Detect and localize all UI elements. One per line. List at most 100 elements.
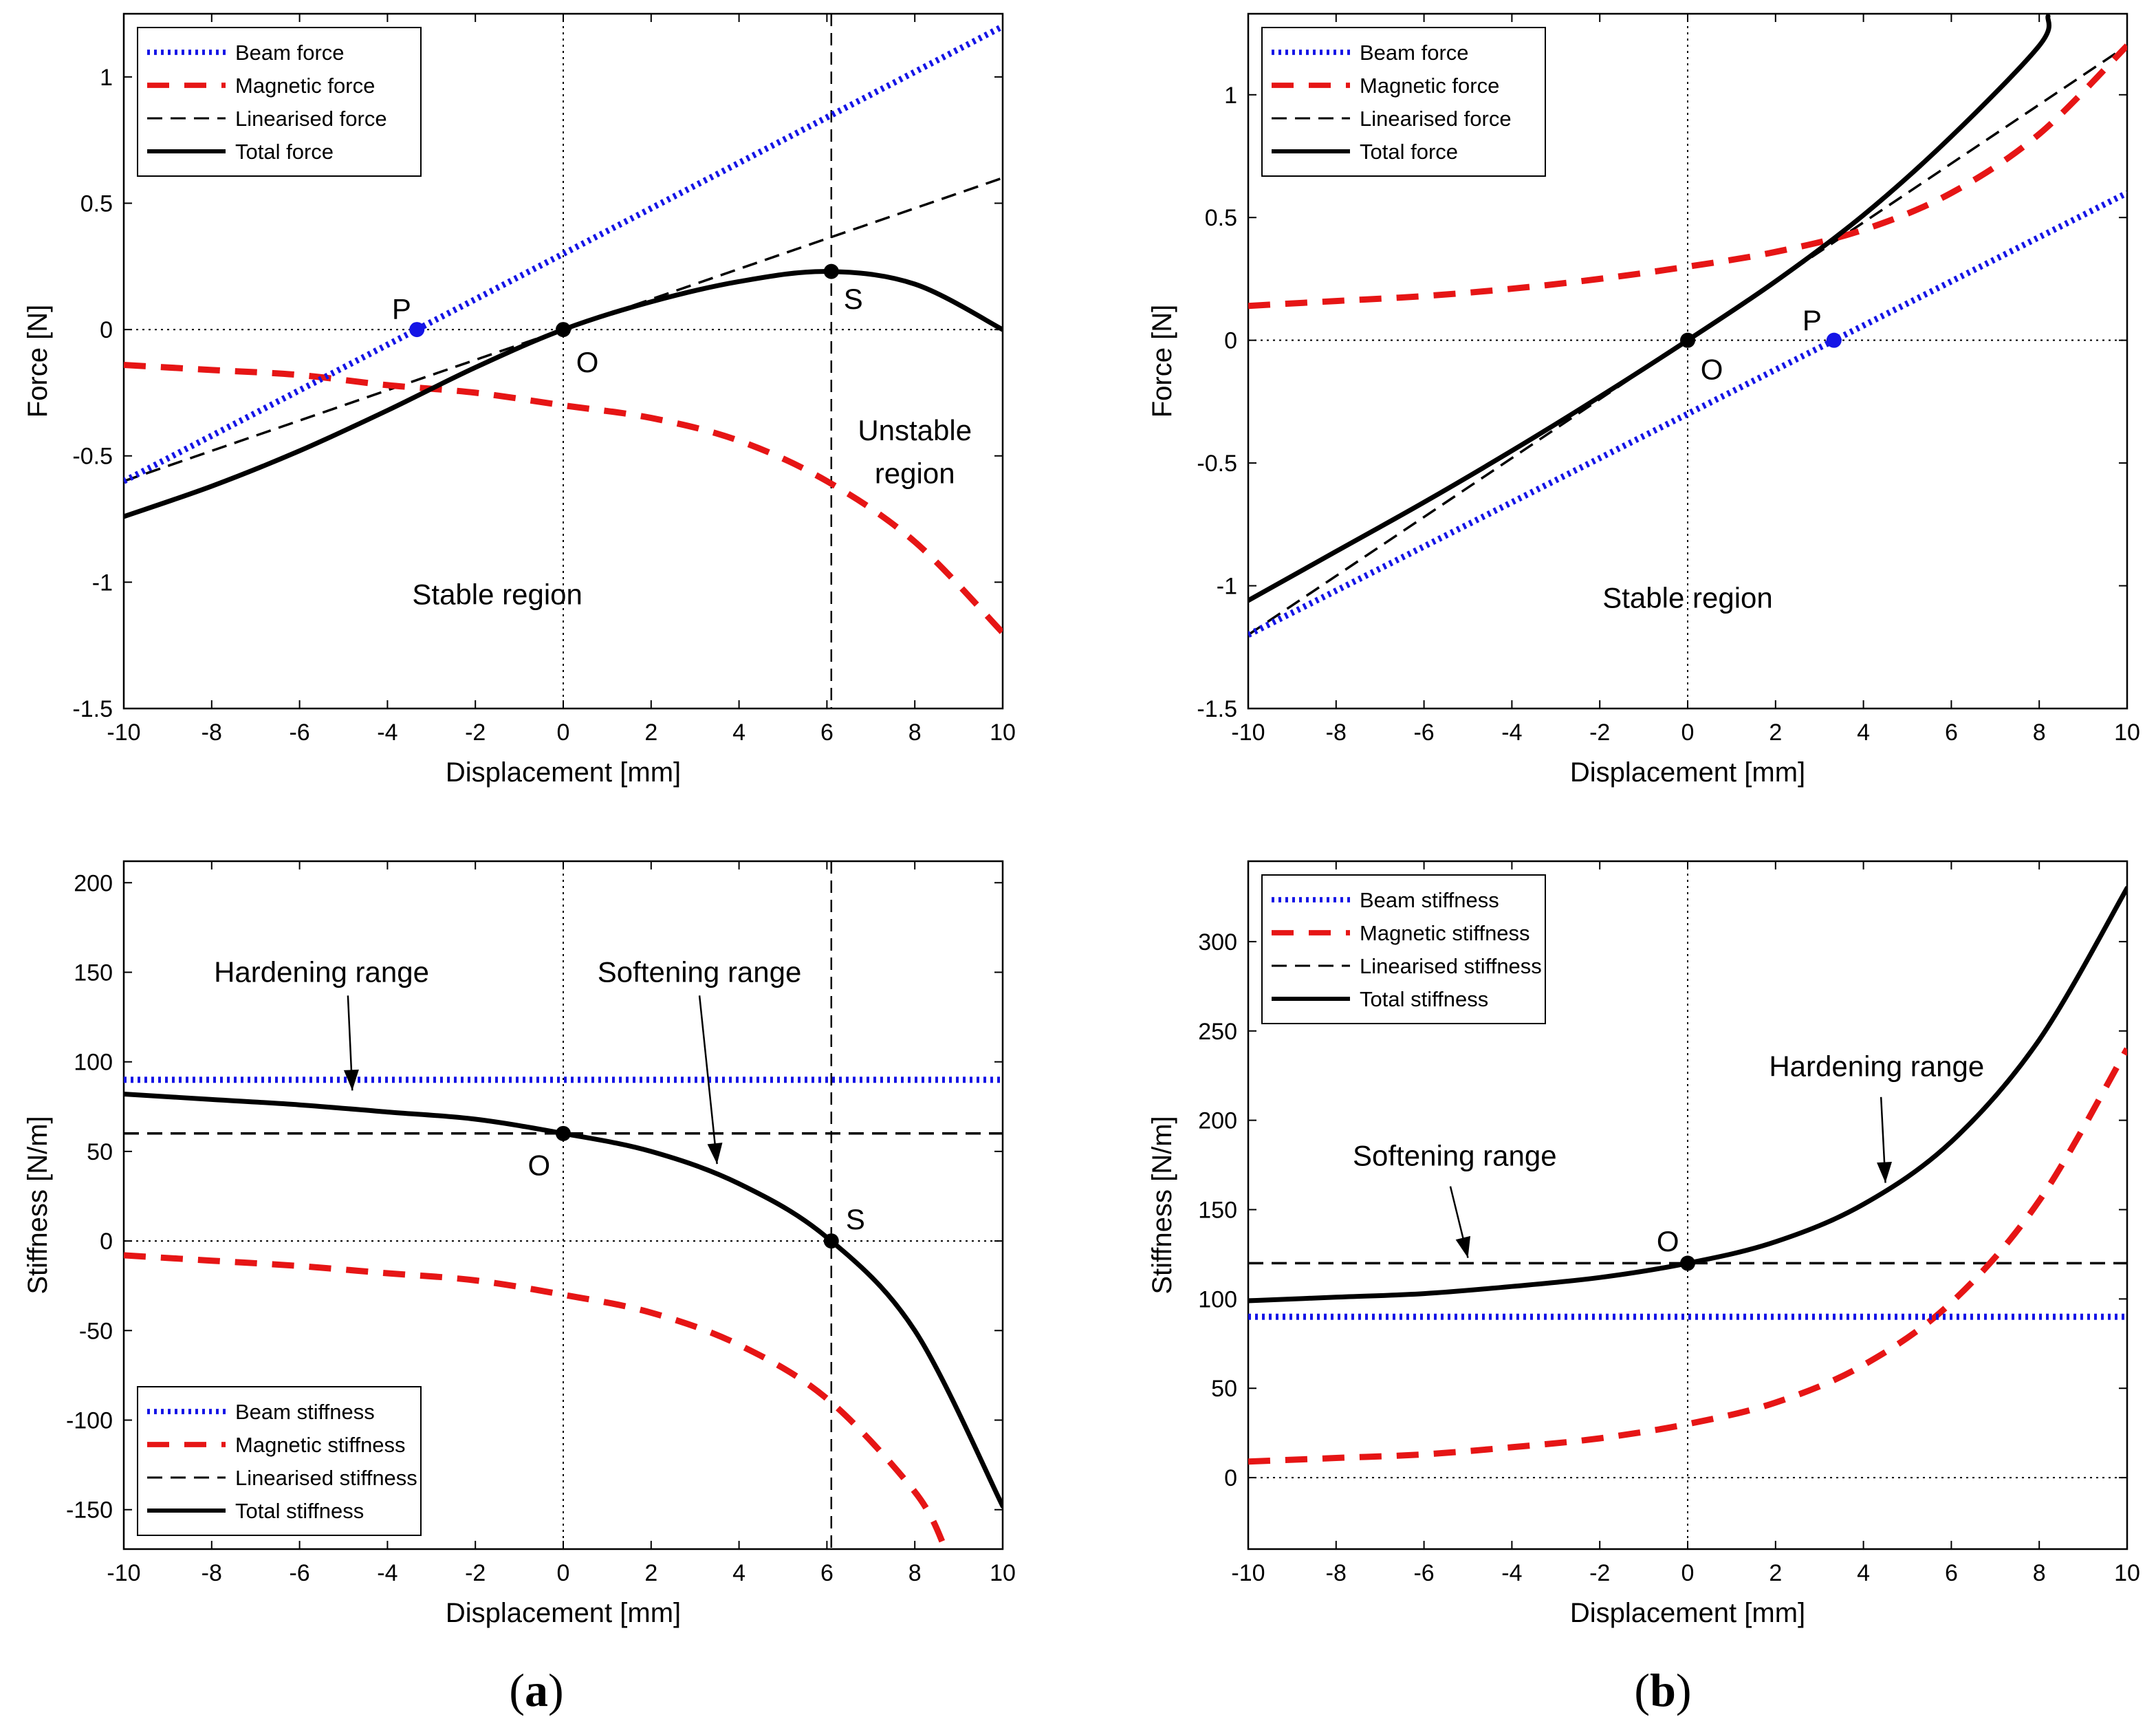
legend-entry: Beam stiffness <box>235 1400 375 1424</box>
y-tick-label: -0.5 <box>1197 451 1237 477</box>
series-magnetic-stiffness <box>1248 1047 2127 1465</box>
y-tick-label: 0 <box>100 317 113 343</box>
x-axis-label: Displacement [mm] <box>1570 757 1805 788</box>
x-axis-label: Displacement [mm] <box>446 757 681 788</box>
y-tick-label: 0.5 <box>80 191 113 217</box>
x-tick-label: -4 <box>1501 720 1522 746</box>
y-tick-label: 300 <box>1198 929 1237 955</box>
x-tick-label: 6 <box>1945 720 1958 746</box>
point-O <box>556 322 571 338</box>
x-tick-label: -8 <box>1326 1560 1347 1586</box>
chart-b-stiffness: -10 -8 -6 -4 -2 0 2 4 6 8 10050100150200250300Disp… <box>1147 860 2140 1628</box>
legend-entry: Magnetic stiffness <box>1360 921 1530 945</box>
point-label-O: O <box>1657 1225 1679 1257</box>
x-tick-label: 8 <box>908 720 922 746</box>
plots: -10 -8 -6 -4 -2 0 2 4 6 8 10 -1.5 -1 -0.5 0 0.5 1 Displac… <box>23 12 2140 1628</box>
y-tick-label: 150 <box>74 960 113 986</box>
point-S <box>823 263 839 279</box>
legend-entry: Total force <box>235 140 334 164</box>
x-tick-label: -2 <box>1589 720 1610 746</box>
x-tick-label: 0 <box>557 720 570 746</box>
y-tick-label: 200 <box>1198 1108 1237 1134</box>
x-tick-label: 4 <box>1857 1560 1870 1586</box>
point-label-P: P <box>1803 304 1822 336</box>
legend-entry: Total force <box>1360 140 1458 164</box>
series-beam-force <box>1248 190 2127 638</box>
caption-a-close: ) <box>548 1664 564 1716</box>
x-tick-label: 2 <box>644 1560 657 1586</box>
x-tick-label: -8 <box>202 720 222 746</box>
plot-area <box>124 861 1003 1549</box>
x-axis-label: Displacement [mm] <box>1570 1598 1805 1628</box>
arrow-head <box>1877 1162 1892 1183</box>
y-tick-label: -1.5 <box>1197 696 1237 722</box>
legend-entry: Beam force <box>1360 41 1469 65</box>
caption-a-open: ( <box>509 1664 525 1716</box>
y-tick-label: 50 <box>87 1139 113 1165</box>
x-tick-label: 6 <box>820 1560 834 1586</box>
series-total-stiffness <box>124 1092 1003 1509</box>
annotation: Unstable <box>858 414 972 446</box>
annotation: Softening range <box>1353 1140 1557 1172</box>
x-tick-label: 10 <box>990 1560 1016 1586</box>
legend-entry: Magnetic stiffness <box>235 1433 406 1457</box>
x-tick-label: -4 <box>377 720 398 746</box>
legend: Beam force Magnetic force Linearised force… <box>137 27 422 177</box>
y-tick-label: 200 <box>74 870 113 896</box>
annotation: region <box>875 457 955 489</box>
caption-b-close: ) <box>1676 1664 1692 1716</box>
point-label-S: S <box>844 283 863 315</box>
x-tick-label: 0 <box>1681 720 1695 746</box>
plot-area <box>1248 861 2127 1549</box>
y-tick-label: -1 <box>92 570 113 596</box>
y-tick-label: -50 <box>79 1318 113 1344</box>
legend-entry: Total stiffness <box>235 1499 364 1523</box>
legend-entry: Linearised force <box>1360 107 1512 131</box>
y-axis-label: Force [N] <box>1147 305 1177 418</box>
x-tick-label: 2 <box>1769 720 1782 746</box>
y-tick-label: -150 <box>66 1497 113 1524</box>
y-tick-label: 100 <box>1198 1286 1237 1312</box>
x-tick-label: 10 <box>2114 1560 2140 1586</box>
y-tick-label: 250 <box>1198 1019 1237 1045</box>
x-tick-label: 10 <box>990 720 1016 746</box>
x-tick-label: -4 <box>377 1560 398 1586</box>
series-total-stiffness <box>1248 885 2127 1304</box>
x-tick-label: -6 <box>1413 720 1434 746</box>
annotation: Softening range <box>598 955 802 988</box>
y-tick-label: -1.5 <box>72 696 113 722</box>
point-P <box>1826 332 1842 348</box>
chart-b-force: -10 -8 -6 -4 -2 0 2 4 6 8 10 -1.5 -1 -0.5 0 0.5 1 Displac… <box>1147 12 2140 788</box>
series-magnetic-force <box>1248 43 2127 310</box>
arrow-head <box>343 1069 359 1091</box>
arrow-shaft <box>698 995 718 1165</box>
point-label-O: O <box>528 1149 551 1182</box>
x-tick-label: -6 <box>1413 1560 1434 1586</box>
x-tick-label: 4 <box>732 1560 745 1586</box>
chart-a-force: -10 -8 -6 -4 -2 0 2 4 6 8 10 -1.5 -1 -0.5 0 0.5 1 Displac… <box>23 12 1016 788</box>
x-tick-label: -8 <box>202 1560 222 1586</box>
x-tick-label: 2 <box>644 720 657 746</box>
point-label-O: O <box>576 346 599 378</box>
x-tick-label: 4 <box>1857 720 1870 746</box>
caption-b-letter: b <box>1650 1664 1676 1716</box>
chart-a-stiffness: -10 -8 -6 -4 -2 0 2 4 6 8 10 -150 -100 -50 0 50 100 150 20… <box>23 860 1016 1628</box>
x-tick-label: 0 <box>1681 1560 1695 1586</box>
series-magnetic-stiffness <box>124 1252 948 1549</box>
y-tick-label: -100 <box>66 1408 113 1434</box>
point-S <box>823 1233 839 1249</box>
x-tick-label: -10 <box>107 720 140 746</box>
legend-entry: Total stiffness <box>1360 987 1488 1011</box>
legend-entry: Beam force <box>235 41 345 65</box>
x-tick-label: 4 <box>732 720 745 746</box>
annotation: Stable region <box>1602 581 1773 614</box>
caption-b-open: ( <box>1634 1664 1650 1716</box>
point-label-S: S <box>846 1203 865 1235</box>
y-tick-label: 0.5 <box>1205 205 1237 231</box>
x-tick-label: -2 <box>465 720 486 746</box>
y-tick-label: 50 <box>1211 1376 1237 1402</box>
x-tick-label: 10 <box>2114 720 2140 746</box>
point-label-P: P <box>392 293 411 325</box>
legend-entry: Beam stiffness <box>1360 888 1499 912</box>
y-tick-label: 1 <box>100 65 113 91</box>
